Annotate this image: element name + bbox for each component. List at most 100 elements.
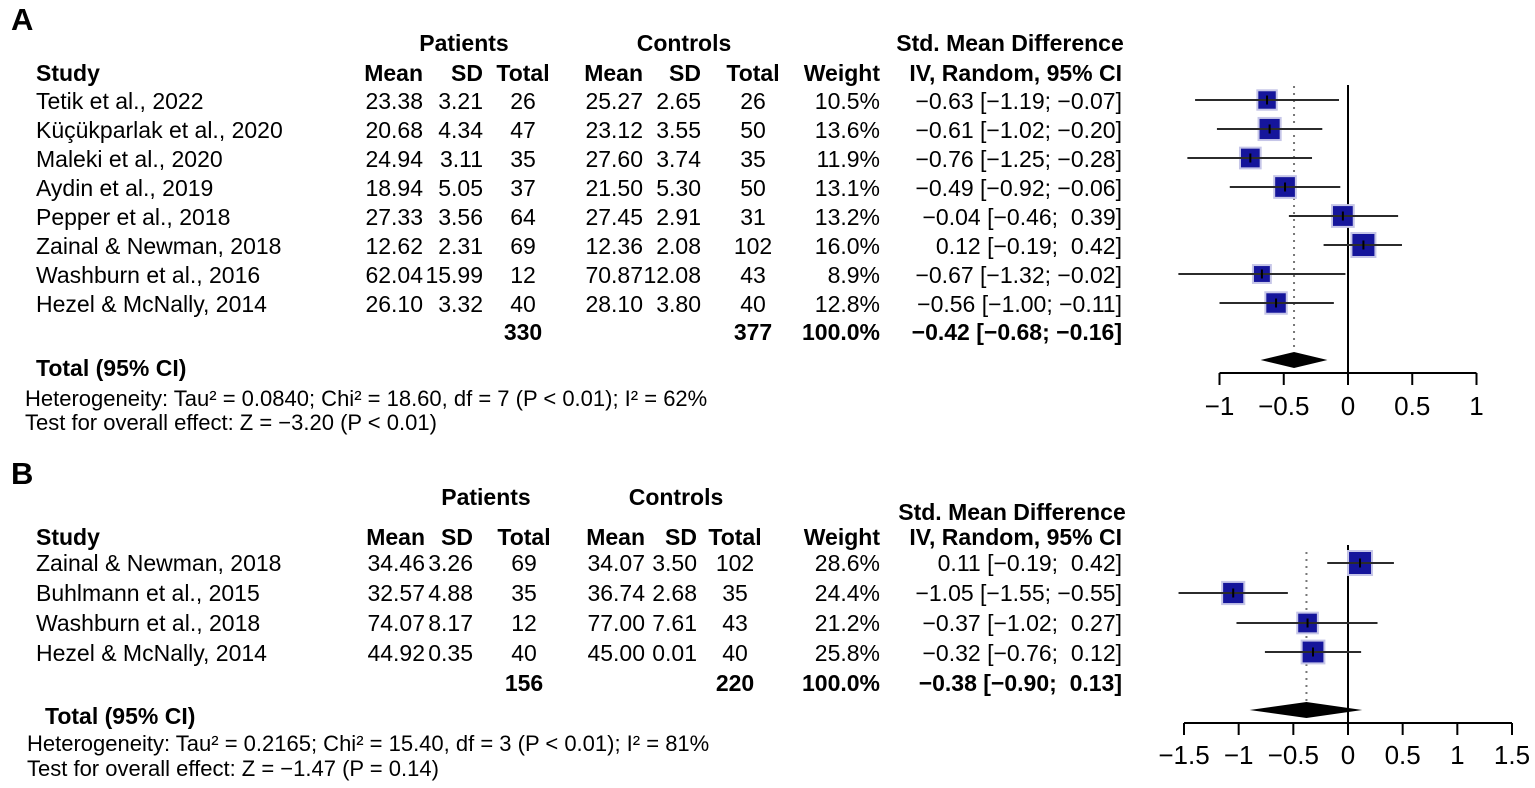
patients-mean: 74.07 — [367, 610, 425, 636]
table-row: Pepper et al., 2018 27.33 3.56 64 27.45 2.91 3… — [0, 203, 1535, 232]
x-axis-tick-label: 0.5 — [1385, 740, 1421, 770]
study-name: Buhlmann et al., 2015 — [36, 580, 260, 606]
table-row: Buhlmann et al., 2015 32.57 4.88 35 36.74 2.6… — [0, 578, 1535, 608]
table-row: Zainal & Newman, 2018 34.46 3.26 69 34.07 3.5… — [0, 548, 1535, 578]
total-ci-label: Total (95% CI) — [36, 355, 187, 381]
table-row: Washburn et al., 2016 62.04 15.99 12 70.87 12… — [0, 261, 1535, 290]
x-axis-tick-label: 1 — [1469, 391, 1483, 421]
controls-total-column-header: Total — [708, 524, 762, 550]
weight-value: 24.4% — [814, 580, 880, 606]
study-column-header: Study — [36, 60, 100, 86]
totals-row: 330 377 100.0% −0.42 [−0.68; −0.16] — [0, 318, 1535, 347]
x-axis-tick-label: −0.5 — [1268, 740, 1319, 770]
weight-value: 13.2% — [814, 204, 880, 230]
controls-total: 40 — [722, 640, 748, 666]
patients-mean: 62.04 — [365, 262, 423, 288]
x-axis-tick-label: 1.5 — [1494, 740, 1530, 770]
patients-group-header: Patients — [419, 30, 509, 56]
patients-total: 26 — [510, 88, 536, 114]
patients-mean-column-header: Mean — [364, 60, 423, 86]
study-name: Küçükparlak et al., 2020 — [36, 117, 283, 143]
controls-mean-column-header: Mean — [586, 524, 645, 550]
controls-sd: 2.91 — [656, 204, 701, 230]
table-row: Küçükparlak et al., 2020 20.68 4.34 47 23.12… — [0, 116, 1535, 145]
controls-group-header: Controls — [628, 484, 724, 510]
patients-sd: 0.35 — [428, 640, 473, 666]
controls-mean: 28.10 — [585, 291, 643, 317]
patients-mean: 34.46 — [367, 550, 425, 576]
x-axis-tick-label: 1 — [1450, 740, 1464, 770]
patients-mean: 23.38 — [365, 88, 423, 114]
patients-sd: 2.31 — [438, 233, 483, 259]
controls-mean: 45.00 — [587, 640, 645, 666]
table-row: Maleki et al., 2020 24.94 3.11 35 27.60 3.74 3… — [0, 145, 1535, 174]
heterogeneity-note: Heterogeneity: Tau² = 0.2165; Chi² = 15.… — [27, 731, 710, 756]
pooled-effect-diamond — [1249, 702, 1363, 718]
patients-sd-column-header: SD — [451, 60, 483, 86]
patients-sd: 5.05 — [438, 175, 483, 201]
study-name: Hezel & McNally, 2014 — [36, 640, 267, 666]
patients-total: 47 — [510, 117, 536, 143]
study-column-header: Study — [36, 524, 100, 550]
controls-sd: 3.55 — [656, 117, 701, 143]
controls-total-sum: 220 — [715, 670, 755, 696]
controls-total: 50 — [740, 175, 766, 201]
table-row: Washburn et al., 2018 74.07 8.17 12 77.00 7.6… — [0, 608, 1535, 638]
smd-group-header: Std. Mean Difference — [898, 499, 1126, 525]
controls-sd: 2.65 — [656, 88, 701, 114]
weight-value: 10.5% — [814, 88, 880, 114]
controls-total: 50 — [740, 117, 766, 143]
study-name: Pepper et al., 2018 — [36, 204, 231, 230]
weight-column-header: Weight — [803, 60, 880, 86]
smd-ci-text: −0.56 [−1.00; −0.11] — [917, 291, 1122, 317]
smd-ci-text: 0.12 [−0.19; 0.42] — [935, 233, 1122, 259]
ci-column-header: IV, Random, 95% CI — [909, 524, 1122, 550]
patients-sd: 15.99 — [425, 262, 483, 288]
controls-total: 43 — [722, 610, 748, 636]
x-axis-tick-label: 0 — [1341, 391, 1355, 421]
patients-sd: 3.11 — [439, 146, 483, 172]
controls-total: 102 — [733, 233, 773, 259]
overall-effect-note: Test for overall effect: Z = −3.20 (P < … — [25, 410, 437, 435]
total-ci-label: Total (95% CI) — [45, 703, 196, 729]
patients-mean: 44.92 — [367, 640, 425, 666]
controls-mean: 25.27 — [585, 88, 643, 114]
patients-total: 69 — [510, 233, 536, 259]
controls-total: 43 — [740, 262, 766, 288]
panel-b: B Patients Controls Std. Mean Difference… — [0, 455, 1535, 788]
pooled-smd-ci-text: −0.38 [−0.90; 0.13] — [918, 670, 1122, 696]
controls-mean-column-header: Mean — [584, 60, 643, 86]
patients-total-column-header: Total — [496, 60, 550, 86]
weight-value: 11.9% — [816, 146, 880, 172]
weight-column-header: Weight — [803, 524, 880, 550]
total-weight: 100.0% — [801, 319, 880, 345]
controls-sd: 3.80 — [656, 291, 701, 317]
x-axis-tick-label: 0.5 — [1394, 391, 1430, 421]
controls-total: 31 — [740, 204, 766, 230]
weight-value: 28.6% — [814, 550, 880, 576]
patients-mean: 12.62 — [365, 233, 423, 259]
controls-total-sum: 377 — [733, 319, 773, 345]
study-name: Washburn et al., 2016 — [36, 262, 261, 288]
study-name: Maleki et al., 2020 — [36, 146, 223, 172]
patients-total: 37 — [510, 175, 536, 201]
patients-total-column-header: Total — [497, 524, 551, 550]
x-axis-tick-label: −1 — [1205, 391, 1235, 421]
patients-mean: 18.94 — [365, 175, 423, 201]
controls-mean: 70.87 — [585, 262, 643, 288]
controls-total: 35 — [740, 146, 766, 172]
controls-sd: 2.08 — [656, 233, 701, 259]
patients-total: 12 — [511, 610, 537, 636]
controls-sd-column-header: SD — [665, 524, 697, 550]
totals-row: 156 220 100.0% −0.38 [−0.90; 0.13] — [0, 668, 1535, 698]
study-name: Zainal & Newman, 2018 — [36, 550, 282, 576]
heterogeneity-note: Heterogeneity: Tau² = 0.0840; Chi² = 18.… — [25, 386, 708, 411]
x-axis-tick-label: 0 — [1341, 740, 1355, 770]
patients-mean: 27.33 — [365, 204, 423, 230]
panel-b-label: B — [11, 456, 34, 491]
controls-sd: 2.68 — [652, 580, 697, 606]
panel-a: A Patients Controls Std. Mean Difference… — [0, 4, 1535, 436]
ci-column-header: IV, Random, 95% CI — [909, 60, 1122, 86]
patients-sd: 4.88 — [428, 580, 473, 606]
smd-ci-text: −0.76 [−1.25; −0.28] — [915, 146, 1122, 172]
